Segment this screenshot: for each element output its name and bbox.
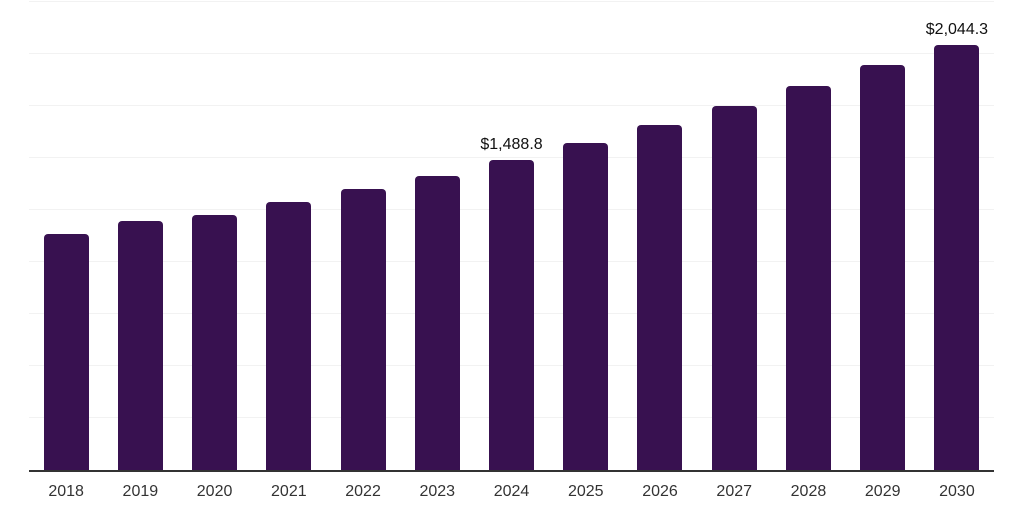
bar-value-label-2030: $2,044.3 — [925, 20, 989, 38]
bar-cell-2018 — [29, 2, 103, 470]
bar-value-label-2024: $1,488.8 — [480, 136, 543, 154]
gridline-1750 — [29, 105, 994, 106]
bar-2030 — [934, 44, 980, 470]
x-tick-label-2030: 2030 — [939, 483, 975, 500]
bar-2023 — [414, 175, 460, 470]
bar-cell-2020 — [177, 2, 251, 470]
bar-2020 — [192, 214, 238, 470]
x-tick-label-2020: 2020 — [196, 483, 233, 500]
x-axis-labels: 2018 2019 2020 2021 2022 2023 2024 2025 2026 2027… — [29, 482, 994, 501]
bar-cell-2027 — [697, 2, 771, 470]
gridline-2250 — [29, 1, 994, 2]
bar-2024 — [489, 160, 535, 470]
x-tick-label-2026: 2026 — [642, 483, 678, 500]
x-tick-label-2024: 2024 — [493, 483, 530, 500]
bar-2026 — [637, 124, 683, 470]
x-tick-label-2023: 2023 — [419, 483, 456, 500]
x-tick-label-2022: 2022 — [345, 483, 381, 500]
bar-cell-2026 — [623, 2, 697, 470]
bar-2022 — [340, 188, 386, 470]
bar-cell-2025 — [549, 2, 623, 470]
bar-cell-2021 — [252, 2, 326, 470]
x-tick-label-2019: 2019 — [122, 483, 159, 500]
bar-cell-2029 — [846, 2, 920, 470]
x-tick-label-2029: 2029 — [864, 483, 901, 500]
bar-2019 — [117, 221, 163, 470]
plot-area: $1,488.8 $2,044.3 — [29, 1, 994, 472]
x-tick-label-2027: 2027 — [716, 483, 753, 500]
bar-2028 — [785, 86, 831, 470]
bar-2029 — [860, 65, 906, 470]
bar-2021 — [266, 201, 312, 470]
bar-2025 — [563, 143, 609, 470]
x-tick-label-2021: 2021 — [271, 483, 307, 500]
bar-2018 — [43, 234, 89, 470]
gridline-1500 — [29, 157, 994, 159]
gridline-2000 — [29, 53, 994, 54]
bars-row: $1,488.8 $2,044.3 — [29, 2, 994, 470]
bar-cell-2030: $2,044.3 — [920, 2, 994, 470]
bar-cell-2022 — [326, 2, 400, 470]
bar-cell-2019 — [103, 2, 177, 470]
x-tick-label-2018: 2018 — [48, 483, 84, 500]
x-tick-label-2028: 2028 — [790, 483, 827, 500]
x-axis-line — [29, 470, 994, 472]
bar-cell-2024: $1,488.8 — [474, 2, 548, 470]
bar-cell-2028 — [771, 2, 845, 470]
x-tick-label-2025: 2025 — [567, 483, 604, 500]
bar-2027 — [711, 106, 757, 470]
bar-cell-2023 — [400, 2, 474, 470]
